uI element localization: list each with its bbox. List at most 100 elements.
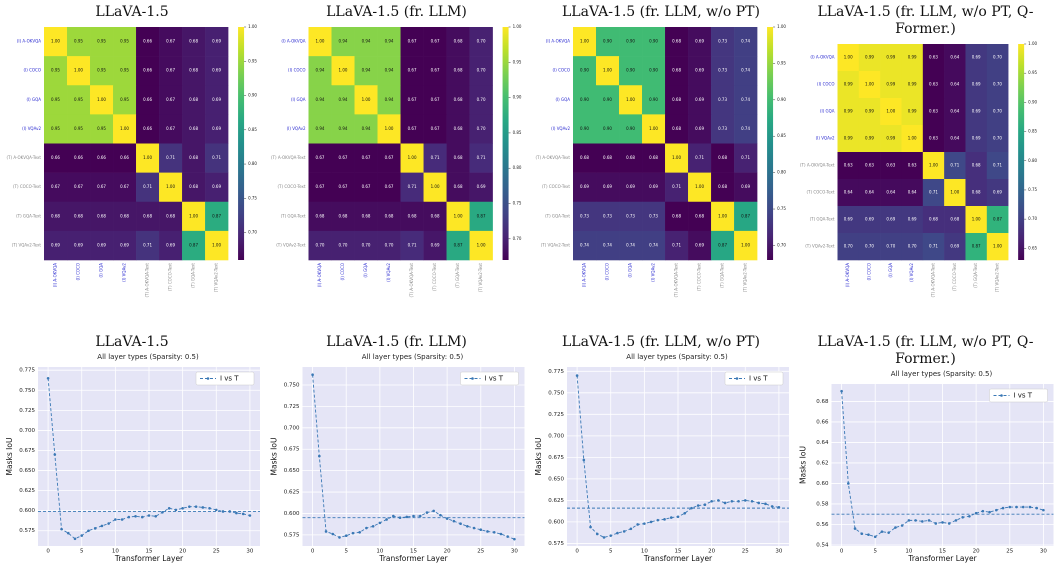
cell-label: 0.71	[741, 155, 750, 160]
x-axis-label: Transformer Layer	[907, 554, 977, 563]
heatmap-cell	[986, 206, 1009, 234]
heatmap-cell	[619, 56, 643, 86]
heatmap-cell	[136, 230, 160, 261]
cell-label: 0.87	[718, 242, 727, 247]
data-point	[486, 530, 489, 533]
heatmap-cell	[688, 143, 712, 173]
cell-label: 0.69	[212, 184, 221, 189]
col-label: (I) GQA	[363, 263, 368, 278]
data-point	[914, 519, 917, 522]
heatmap-cell	[113, 27, 137, 57]
heatmap-cell	[308, 27, 332, 57]
heatmap-cell	[400, 143, 424, 173]
heatmap-cell	[596, 230, 620, 261]
cell-label: 0.68	[431, 213, 440, 218]
cell-label: 0.70	[477, 68, 486, 73]
heatmap-cell	[944, 125, 966, 153]
heatmap-cell	[44, 201, 68, 232]
cell-label: 0.94	[362, 126, 371, 131]
heatmap-cell	[573, 56, 597, 86]
row-label: (I) COCO	[24, 68, 41, 73]
heatmap-cell	[901, 233, 924, 261]
colorbar	[767, 27, 774, 260]
col-label: (I) COCO	[605, 263, 610, 280]
cell-label: 0.67	[431, 97, 440, 102]
heatmap-cell	[734, 114, 758, 144]
heatmap-cell	[423, 143, 447, 173]
row-label: (T) VQAv2-Text	[805, 244, 835, 249]
cell-label: 0.66	[97, 155, 106, 160]
y-tick-label: 0.775	[548, 369, 564, 375]
data-point	[248, 514, 252, 517]
heatmap-cell	[308, 230, 332, 261]
data-point	[921, 520, 924, 523]
cell-label: 0.66	[143, 68, 152, 73]
data-point	[188, 505, 191, 508]
heatmap-cell	[205, 56, 229, 86]
heatmap-cell	[944, 71, 966, 99]
cell-label: 0.94	[362, 39, 371, 44]
cell-label: 0.95	[51, 68, 60, 73]
cell-label: 0.66	[74, 155, 83, 160]
heatmap-cell	[665, 143, 689, 173]
cell-label: 0.95	[120, 97, 129, 102]
heatmap-cell	[469, 56, 493, 86]
heatmap-cell	[354, 230, 378, 261]
cell-label: 0.67	[316, 184, 325, 189]
data-point	[398, 516, 402, 520]
colorbar-tick-label: 1.00	[248, 24, 257, 29]
cell-label: 0.87	[477, 213, 486, 218]
heatmap-cell	[377, 27, 401, 57]
heatmap-cell	[965, 206, 988, 234]
heatmap-cell	[67, 172, 91, 203]
cell-label: 1.00	[580, 39, 589, 44]
cell-label: 0.95	[97, 126, 106, 131]
cell-label: 0.71	[408, 184, 417, 189]
legend-label: I vs T	[485, 375, 504, 383]
cell-label: 0.73	[718, 68, 727, 73]
heatmap-cell	[113, 201, 137, 232]
heatmap-cell	[837, 98, 860, 126]
data-point	[1001, 506, 1005, 510]
y-tick-label: 0.750	[19, 388, 35, 394]
data-point	[73, 537, 77, 541]
heatmap-cell	[205, 114, 229, 144]
y-axis-label: Masks IoU	[270, 438, 279, 476]
heatmap-cell	[67, 56, 91, 86]
cell-label: 0.99	[908, 55, 917, 60]
heatmap-cell	[400, 85, 424, 115]
heatmap-cell	[113, 230, 137, 261]
heatmap-cell	[986, 125, 1009, 153]
heatmap-cell	[880, 152, 902, 180]
cell-label: 0.87	[993, 217, 1002, 222]
chart-title: LLaVA-1.5 (fr. LLM)	[326, 334, 467, 350]
heatmap-cell	[619, 230, 643, 261]
cell-label: 0.68	[51, 213, 60, 218]
cell-label: 0.69	[695, 97, 704, 102]
cell-label: 0.69	[120, 242, 129, 247]
y-tick-label: 0.650	[548, 476, 564, 482]
heatmap-cell	[159, 172, 183, 203]
data-point	[147, 514, 151, 517]
data-point	[723, 501, 727, 505]
data-point	[894, 526, 897, 529]
data-point	[208, 506, 211, 510]
data-point	[656, 518, 660, 522]
heatmap-cell	[377, 56, 401, 86]
chart-title: LLaVA-1.5 (fr. LLM, w/o PT)	[562, 334, 760, 350]
heatmap-cell	[596, 201, 620, 232]
colorbar-tick-label: 0.80	[513, 165, 522, 170]
x-tick-label: 5	[873, 549, 877, 555]
data-point	[161, 510, 164, 514]
heatmap-cell	[619, 114, 643, 144]
cell-label: 0.63	[929, 109, 938, 114]
data-point	[847, 482, 850, 485]
data-point	[235, 511, 238, 515]
cell-label: 0.69	[74, 242, 83, 247]
heatmap-cell	[965, 233, 988, 261]
cell-label: 0.68	[143, 213, 152, 218]
cell-label: 0.70	[865, 244, 874, 249]
data-point	[616, 531, 619, 535]
cell-label: 1.00	[741, 242, 750, 247]
cell-label: 0.69	[695, 242, 704, 247]
